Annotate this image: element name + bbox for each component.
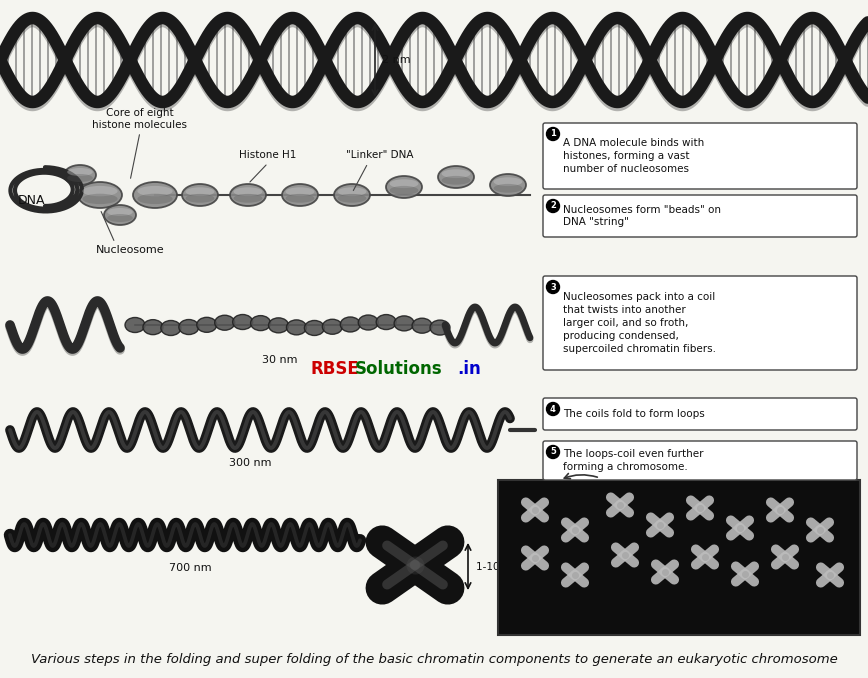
Ellipse shape	[430, 320, 450, 335]
Ellipse shape	[137, 186, 173, 197]
Circle shape	[547, 403, 560, 416]
FancyBboxPatch shape	[543, 441, 857, 480]
Ellipse shape	[338, 187, 366, 196]
Circle shape	[547, 445, 560, 458]
Ellipse shape	[133, 182, 177, 208]
Ellipse shape	[64, 165, 96, 185]
Ellipse shape	[282, 184, 318, 206]
Text: The coils fold to form loops: The coils fold to form loops	[563, 409, 705, 419]
Ellipse shape	[161, 321, 181, 336]
Text: 30 nm: 30 nm	[262, 355, 298, 365]
Ellipse shape	[197, 317, 217, 332]
Text: 1: 1	[550, 129, 556, 138]
Text: Histone H1: Histone H1	[240, 150, 297, 160]
Circle shape	[547, 281, 560, 294]
Text: Solutions: Solutions	[355, 360, 443, 378]
Text: Various steps in the folding and super folding of the basic chromatin components: Various steps in the folding and super f…	[30, 654, 838, 666]
Text: 4: 4	[550, 405, 556, 414]
Ellipse shape	[412, 318, 432, 333]
Bar	[498, 480, 860, 635]
Ellipse shape	[322, 319, 342, 334]
Text: "Linker" DNA: "Linker" DNA	[346, 150, 414, 160]
Ellipse shape	[125, 317, 145, 332]
Ellipse shape	[334, 184, 370, 206]
Text: .in: .in	[457, 360, 481, 378]
Ellipse shape	[338, 194, 366, 203]
Ellipse shape	[438, 166, 474, 188]
Ellipse shape	[286, 194, 314, 203]
Ellipse shape	[442, 176, 470, 184]
Ellipse shape	[494, 184, 523, 193]
Text: 2 nm: 2 nm	[382, 55, 411, 65]
Ellipse shape	[179, 319, 199, 334]
Text: The loops-coil even further
forming a chromosome.: The loops-coil even further forming a ch…	[563, 449, 703, 472]
Ellipse shape	[442, 170, 470, 178]
Ellipse shape	[340, 317, 360, 332]
Circle shape	[547, 127, 560, 140]
Ellipse shape	[376, 315, 396, 330]
Ellipse shape	[108, 214, 133, 222]
Text: 3: 3	[550, 283, 556, 292]
Ellipse shape	[186, 187, 214, 196]
Text: 300 nm: 300 nm	[229, 458, 271, 468]
Text: 700 nm: 700 nm	[168, 563, 211, 573]
Text: DNA: DNA	[18, 193, 45, 207]
Ellipse shape	[251, 315, 271, 331]
Ellipse shape	[143, 319, 163, 335]
Text: Core of eight
histone molecules: Core of eight histone molecules	[93, 108, 187, 130]
Ellipse shape	[78, 182, 122, 208]
Ellipse shape	[394, 316, 414, 331]
Ellipse shape	[386, 176, 422, 198]
Ellipse shape	[67, 168, 93, 176]
FancyBboxPatch shape	[543, 123, 857, 189]
Ellipse shape	[82, 186, 117, 197]
Ellipse shape	[268, 318, 288, 333]
Ellipse shape	[137, 194, 173, 204]
Ellipse shape	[358, 315, 378, 330]
Text: Nucleosomes pack into a coil
that twists into another
larger coil, and so froth,: Nucleosomes pack into a coil that twists…	[563, 292, 716, 354]
Ellipse shape	[286, 187, 314, 196]
Ellipse shape	[214, 315, 234, 330]
FancyBboxPatch shape	[543, 276, 857, 370]
Ellipse shape	[233, 315, 253, 330]
Ellipse shape	[390, 179, 418, 188]
Text: 1-100 nm: 1-100 nm	[476, 562, 526, 572]
Ellipse shape	[104, 205, 136, 225]
Ellipse shape	[182, 184, 218, 206]
Ellipse shape	[230, 184, 266, 206]
Ellipse shape	[67, 174, 93, 182]
Text: 5: 5	[550, 447, 556, 456]
Ellipse shape	[490, 174, 526, 196]
Text: Nucleosome: Nucleosome	[95, 245, 164, 255]
Text: A DNA molecule binds with
histones, forming a vast
number of nucleosomes: A DNA molecule binds with histones, form…	[563, 138, 704, 174]
Ellipse shape	[186, 194, 214, 203]
Ellipse shape	[390, 186, 418, 195]
FancyBboxPatch shape	[543, 398, 857, 430]
Circle shape	[547, 199, 560, 212]
Ellipse shape	[494, 178, 523, 186]
Ellipse shape	[286, 320, 306, 335]
Ellipse shape	[305, 321, 325, 336]
Ellipse shape	[108, 208, 133, 216]
Text: RBSE: RBSE	[310, 360, 358, 378]
Ellipse shape	[82, 194, 117, 204]
FancyBboxPatch shape	[543, 195, 857, 237]
Ellipse shape	[233, 194, 262, 203]
Text: 2: 2	[550, 201, 556, 210]
Ellipse shape	[233, 187, 262, 196]
Text: Nucleosomes form "beads" on
DNA "string": Nucleosomes form "beads" on DNA "string"	[563, 205, 721, 227]
